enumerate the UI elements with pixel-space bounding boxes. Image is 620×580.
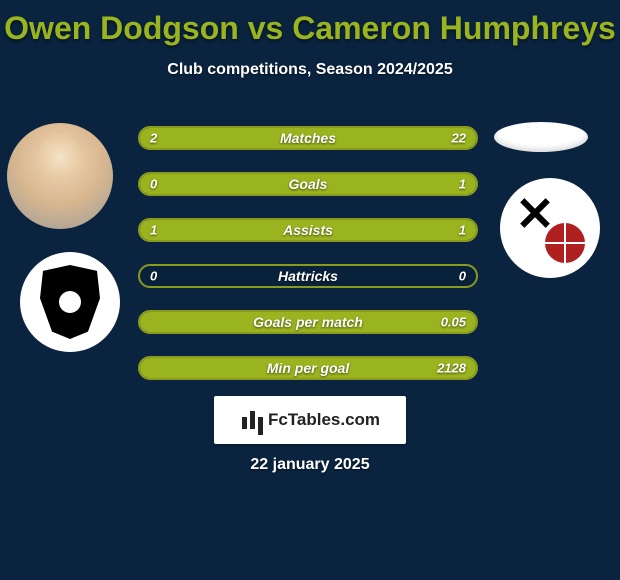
stat-row-hattricks: 0 Hattricks 0 — [138, 264, 478, 288]
stat-right-value: 2128 — [437, 361, 466, 376]
rotherham-icon — [515, 193, 585, 263]
footer-date: 22 january 2025 — [250, 456, 369, 474]
player-placeholder-right — [494, 122, 588, 152]
stat-row-goals-per-match: Goals per match 0.05 — [138, 310, 478, 334]
stat-left-value: 0 — [150, 269, 157, 284]
page-title: Owen Dodgson vs Cameron Humphreys — [0, 0, 620, 47]
stat-label: Hattricks — [278, 268, 338, 284]
player-photo-left — [7, 123, 113, 229]
stat-left-value: 0 — [150, 177, 157, 192]
stat-row-assists: 1 Assists 1 — [138, 218, 478, 242]
stat-right-value: 1 — [459, 177, 466, 192]
bar-chart-icon — [240, 409, 262, 431]
stat-label: Min per goal — [267, 360, 349, 376]
stat-left-value: 1 — [150, 223, 157, 238]
stat-row-goals: 0 Goals 1 — [138, 172, 478, 196]
stat-row-min-per-goal: Min per goal 2128 — [138, 356, 478, 380]
stat-right-value: 22 — [452, 131, 466, 146]
stat-label: Assists — [283, 222, 333, 238]
club-badge-left — [20, 252, 120, 352]
stat-left-value: 2 — [150, 131, 157, 146]
page-subtitle: Club competitions, Season 2024/2025 — [0, 61, 620, 79]
stat-rows: 2 Matches 22 0 Goals 1 1 Assists 1 0 Hat… — [138, 126, 478, 402]
fctables-link[interactable]: FcTables.com — [214, 396, 406, 444]
brand-label: FcTables.com — [268, 410, 380, 430]
stat-right-value: 1 — [459, 223, 466, 238]
stat-label: Goals per match — [253, 314, 363, 330]
shield-icon — [40, 265, 100, 339]
stat-row-matches: 2 Matches 22 — [138, 126, 478, 150]
stat-label: Goals — [289, 176, 328, 192]
stat-label: Matches — [280, 130, 336, 146]
stat-right-value: 0 — [459, 269, 466, 284]
stat-right-value: 0.05 — [441, 315, 466, 330]
club-badge-right — [500, 178, 600, 278]
stat-fill-right — [308, 220, 476, 240]
